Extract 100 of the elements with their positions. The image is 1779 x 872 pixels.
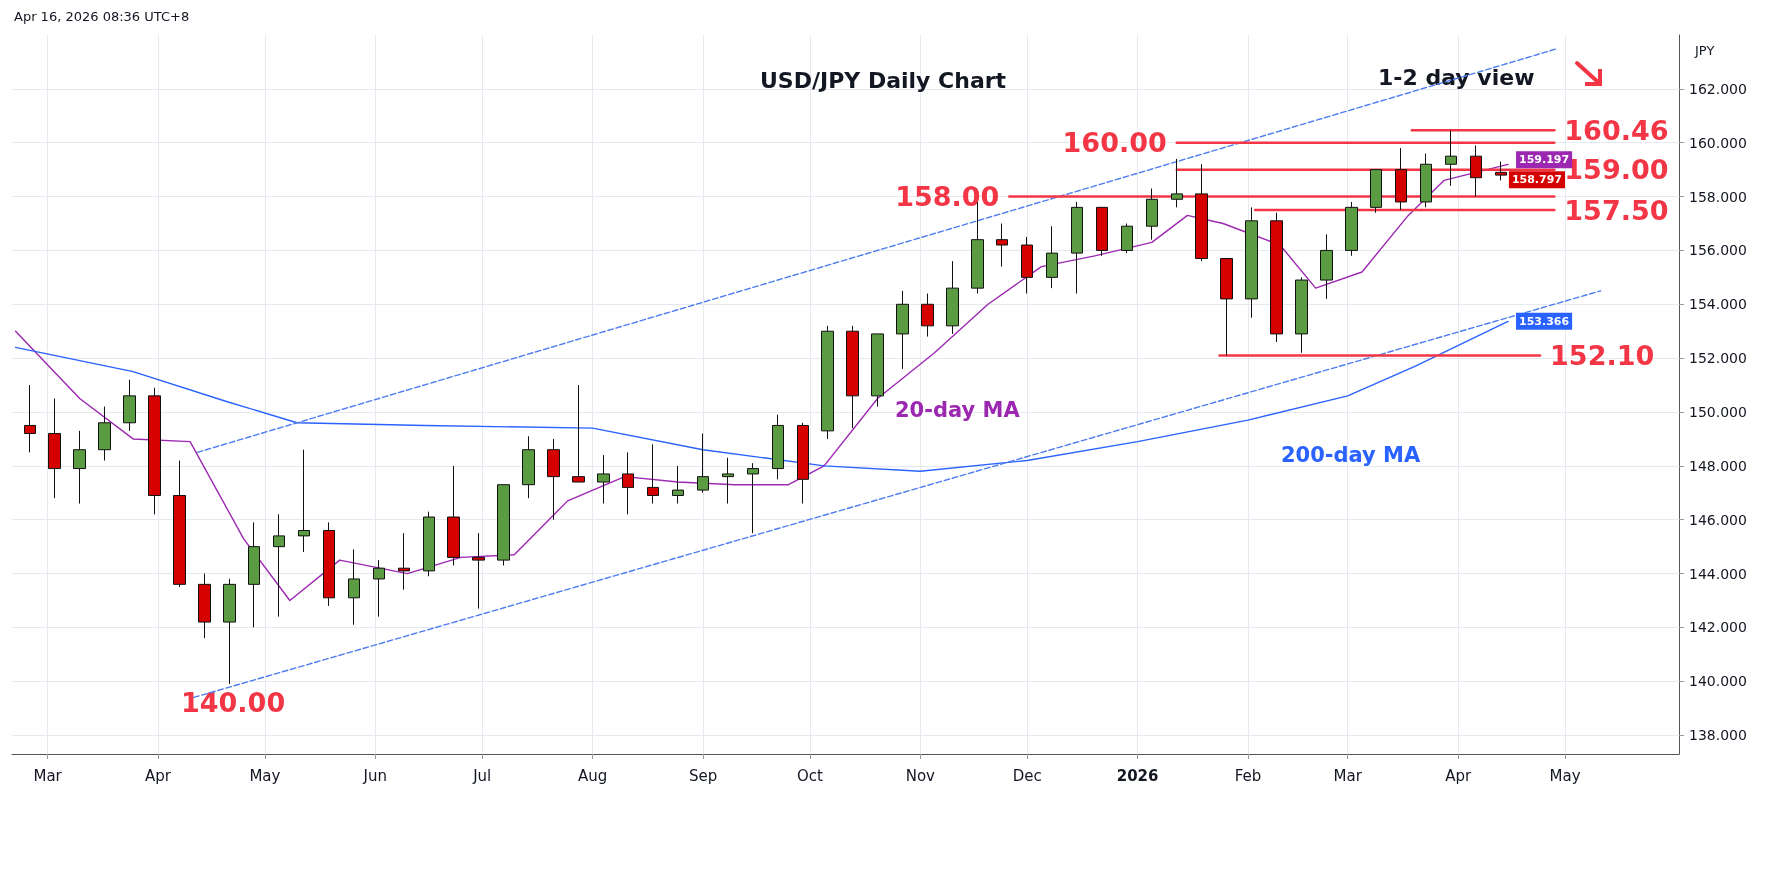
x-tick-label: Jul	[472, 766, 492, 785]
y-tick-label: 156.000	[1689, 242, 1747, 259]
candlestick	[547, 438, 560, 521]
x-tick-label: Apr	[145, 766, 172, 785]
candlestick	[797, 422, 809, 505]
candlestick	[298, 449, 310, 553]
candlestick	[522, 435, 535, 499]
data-label: 153.366	[1519, 314, 1570, 328]
candlestick	[1420, 152, 1432, 208]
candlestick	[1320, 233, 1333, 300]
y-tick-label: 140.000	[1689, 673, 1747, 690]
series-label: 158.00	[895, 181, 1000, 213]
candlestick	[747, 462, 759, 534]
candlestick	[697, 433, 709, 494]
annotation: 140.00	[181, 687, 286, 718]
y-tick-label: 148.000	[1689, 457, 1747, 474]
series-label: 157.50	[1564, 194, 1669, 226]
legend-label: 160.46	[1564, 114, 1669, 146]
candlestick	[1445, 129, 1457, 187]
candlestick	[1195, 163, 1208, 262]
y-tick-label: 158.000	[1689, 188, 1747, 205]
candlestick	[447, 465, 460, 566]
candlestick	[896, 290, 909, 370]
candlestick	[1046, 225, 1058, 289]
candlestick	[672, 465, 684, 505]
x-tick-label: Mar	[33, 766, 63, 785]
candlestick	[373, 559, 385, 618]
text: USD/JPY Daily Chart	[760, 67, 1007, 93]
candlestick	[1495, 161, 1507, 181]
candlestick	[223, 578, 236, 685]
x-tick-label: May	[249, 766, 281, 785]
candlestick	[148, 387, 161, 515]
candlestick	[472, 532, 485, 610]
candlestick	[846, 325, 859, 429]
x-tick-label: May	[1549, 766, 1581, 785]
series-label: 152.10	[1550, 339, 1655, 371]
candlestick	[647, 443, 659, 505]
candlestick	[273, 513, 285, 618]
y-tick-label: 154.000	[1689, 296, 1747, 313]
x-tick-label: Jun	[362, 766, 388, 785]
candlestick	[722, 457, 734, 505]
data-label: 159.197	[1519, 153, 1570, 167]
candlestick	[1345, 201, 1358, 257]
candlestick	[1071, 201, 1083, 295]
candlestick	[921, 293, 934, 338]
candlestick	[123, 379, 136, 432]
candlestick	[1295, 276, 1308, 354]
candlestick	[1021, 236, 1033, 295]
candlestick	[772, 414, 784, 480]
candlestick	[1395, 147, 1407, 211]
annotation: 1-2 day view	[1378, 64, 1535, 90]
annotation: 20-day MA	[895, 397, 1021, 422]
y-tick-label: 146.000	[1689, 511, 1747, 528]
x-tick-label: 2026	[1116, 766, 1159, 785]
candlestick	[1096, 206, 1108, 257]
candlestick	[1146, 187, 1158, 241]
candlestick	[173, 459, 186, 588]
candlestick	[24, 384, 36, 453]
candlestick	[871, 333, 884, 408]
candlestick	[996, 223, 1008, 268]
annotation: 200-day MA	[1281, 442, 1422, 467]
y-tick-label: 152.000	[1689, 350, 1747, 367]
candlestick	[423, 511, 435, 577]
candlestick	[572, 384, 585, 483]
y-tick-label: 144.000	[1689, 565, 1747, 582]
candlestick	[1245, 206, 1258, 319]
x-tick-label: Dec	[1012, 766, 1042, 785]
x-tick-label: Nov	[905, 766, 936, 785]
y-axis-title: JPY	[1694, 43, 1715, 58]
candlestick	[622, 451, 634, 515]
x-tick-label: Apr	[1445, 766, 1472, 785]
candlestick	[1270, 212, 1283, 343]
candlestick	[497, 484, 510, 566]
x-tick-label: Feb	[1234, 766, 1262, 785]
text: 158.797	[1511, 173, 1563, 187]
candlestick	[1171, 158, 1183, 208]
candlestick	[348, 548, 360, 626]
x-tick-label: Mar	[1333, 766, 1363, 785]
candlestick	[323, 521, 335, 607]
y-tick-label: 162.000	[1689, 80, 1747, 97]
y-tick-label: 138.000	[1689, 727, 1747, 744]
candlestick	[73, 430, 86, 505]
series-label: 160.00	[1062, 127, 1167, 159]
candlestick	[946, 260, 959, 335]
x-tick-label: Oct	[796, 766, 823, 785]
y-tick-label: 142.000	[1689, 619, 1747, 636]
candlestick	[821, 325, 834, 440]
x-tick-label: Aug	[577, 766, 608, 785]
candlestick	[1121, 223, 1133, 254]
text: Apr 16, 2026 08:36 UTC+8	[14, 9, 190, 24]
candlestick	[597, 454, 610, 505]
x-tick-label: Sep	[688, 766, 718, 785]
candlestick	[198, 573, 211, 639]
candlestick	[1470, 144, 1482, 198]
candlestick	[98, 406, 111, 461]
candlestick	[1220, 258, 1233, 356]
candlestick	[398, 532, 410, 591]
candlestick	[1370, 169, 1382, 214]
line-series	[14, 163, 1509, 602]
candlestick	[48, 398, 61, 499]
